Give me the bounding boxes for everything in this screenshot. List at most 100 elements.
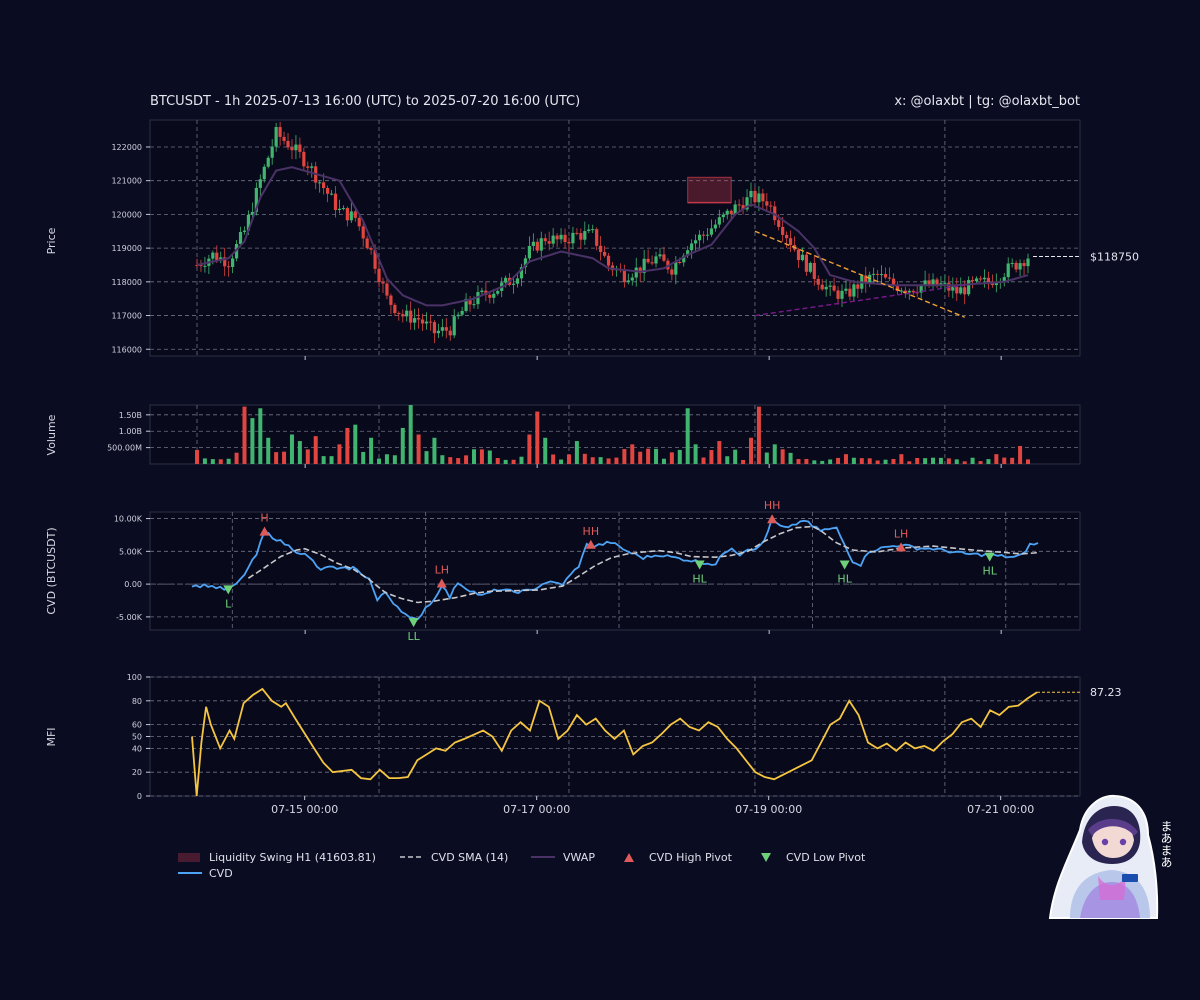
candle-body <box>982 277 987 280</box>
volume-bar <box>693 444 698 464</box>
candle-body <box>935 279 939 286</box>
volume-bar <box>448 457 453 464</box>
candle-body <box>492 293 496 298</box>
candle-body <box>219 257 223 261</box>
volume-bar <box>764 452 769 464</box>
triangle-down-icon <box>761 853 771 862</box>
candle-body <box>254 187 258 212</box>
y-tick-label: 5.00K <box>119 547 143 556</box>
candle-body <box>448 330 452 336</box>
volume-bar <box>701 457 706 464</box>
candle-body <box>322 182 326 189</box>
volume-bar <box>574 441 579 464</box>
candle-body <box>1002 277 1006 282</box>
candle-body <box>393 304 397 314</box>
volume-bar <box>424 451 429 464</box>
legend-item-vwap: VWAP <box>531 851 595 864</box>
cvd-pivot-label: LH <box>894 527 908 540</box>
volume-bar <box>313 436 318 464</box>
volume-bar <box>646 448 651 464</box>
candle-body <box>974 278 979 282</box>
volume-bar <box>685 408 690 464</box>
candle-body <box>270 146 274 158</box>
candle-body <box>994 281 998 286</box>
candle-body <box>195 264 199 266</box>
volume-bar <box>210 459 215 464</box>
candle-body <box>773 206 777 221</box>
candle-body <box>511 283 516 285</box>
candle-body <box>349 211 353 221</box>
volume-bar <box>899 454 904 464</box>
candle-body <box>519 267 524 279</box>
candle-body <box>238 231 243 244</box>
y-tick-label: 0.00 <box>124 580 142 589</box>
cvd-high-pivot-marker <box>436 578 447 588</box>
volume-bar <box>361 451 366 464</box>
volume-bar <box>772 444 777 464</box>
cvd-pivot-label: L <box>225 597 232 610</box>
candle-body <box>286 140 290 148</box>
cvd-low-pivot-marker <box>408 618 419 628</box>
candle-body <box>318 182 322 184</box>
volume-bar <box>432 437 437 464</box>
candle-body <box>927 280 931 286</box>
volume-bar <box>472 449 476 464</box>
candle-body <box>911 290 915 293</box>
volume-bar <box>369 437 374 464</box>
candle-body <box>464 298 468 311</box>
candle-body <box>729 210 733 215</box>
candle-body <box>828 285 832 287</box>
volume-bar <box>377 458 382 464</box>
cvd-pivot-label: HL <box>837 572 852 585</box>
candle-body <box>456 314 460 317</box>
candle-body <box>915 292 919 294</box>
candle-body <box>947 282 951 291</box>
volume-bar <box>725 456 730 464</box>
candle-body <box>820 284 824 290</box>
y-axis-label: Price <box>45 227 58 254</box>
candle-body <box>650 262 654 264</box>
volume-bar <box>788 452 793 464</box>
candle-body <box>266 157 270 167</box>
legend-label-liquidity: Liquidity Swing H1 (41603.81) <box>209 851 376 864</box>
candle-body <box>579 233 583 240</box>
cvd-pivot-label: LH <box>435 563 449 576</box>
volume-bar <box>614 457 619 464</box>
candle-body <box>559 234 563 240</box>
candle-body <box>377 268 381 283</box>
anime-girl-avatar-icon: まあまあ <box>1048 794 1173 919</box>
candle-body <box>504 277 508 283</box>
candle-body <box>345 208 349 221</box>
volume-bar <box>843 454 848 464</box>
cvd-pivot-label: HH <box>764 499 781 512</box>
volume-bar <box>503 459 508 464</box>
candle-body <box>959 287 963 294</box>
candle-body <box>397 313 401 315</box>
candle-body <box>242 230 247 232</box>
volume-bar <box>590 457 595 464</box>
x-tick-label: 07-15 00:00 <box>271 803 338 816</box>
candle-body <box>452 316 456 336</box>
candle-body <box>405 310 409 317</box>
candle-body <box>638 267 642 274</box>
candle-body <box>717 217 721 225</box>
volume-bar <box>828 459 833 464</box>
candle-body <box>923 280 927 286</box>
candle-body <box>856 284 860 289</box>
candle-body <box>879 274 884 276</box>
candle-body <box>662 254 666 261</box>
candle-body <box>353 211 357 218</box>
candle-body <box>278 127 282 137</box>
y-axis-label: Volume <box>45 414 58 455</box>
candle-body <box>606 255 611 266</box>
volume-bar <box>495 458 500 464</box>
candle-body <box>420 319 425 324</box>
volume-bar <box>780 449 785 464</box>
candle-body <box>737 204 741 206</box>
volume-bar <box>986 459 991 464</box>
candle-body <box>788 238 793 246</box>
candle-body <box>634 267 638 278</box>
candle-body <box>796 249 801 261</box>
legend-label-cvd-low: CVD Low Pivot <box>786 851 866 864</box>
candle-body <box>587 229 591 232</box>
